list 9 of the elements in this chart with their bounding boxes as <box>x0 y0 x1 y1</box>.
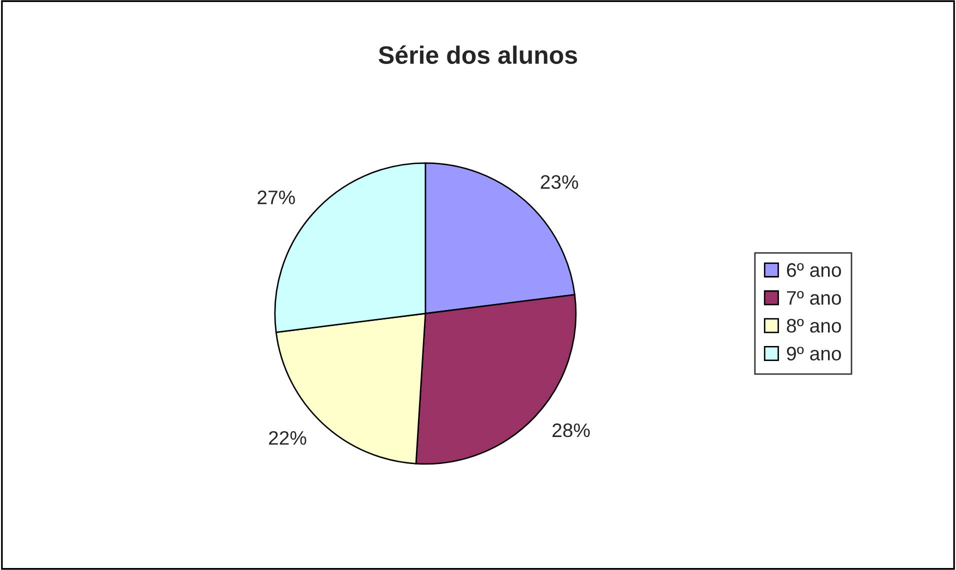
legend-label: 6º ano <box>787 263 841 277</box>
chart-title: Série dos alunos <box>378 45 578 64</box>
data-label: 22% <box>269 431 306 445</box>
legend-label: 8º ano <box>786 318 841 333</box>
data-label: 23% <box>540 175 578 189</box>
legend-label: 9º ano <box>786 346 841 360</box>
data-label: 27% <box>258 190 295 204</box>
legend-label: 7º ano <box>787 291 841 305</box>
data-label: 28% <box>552 423 590 438</box>
